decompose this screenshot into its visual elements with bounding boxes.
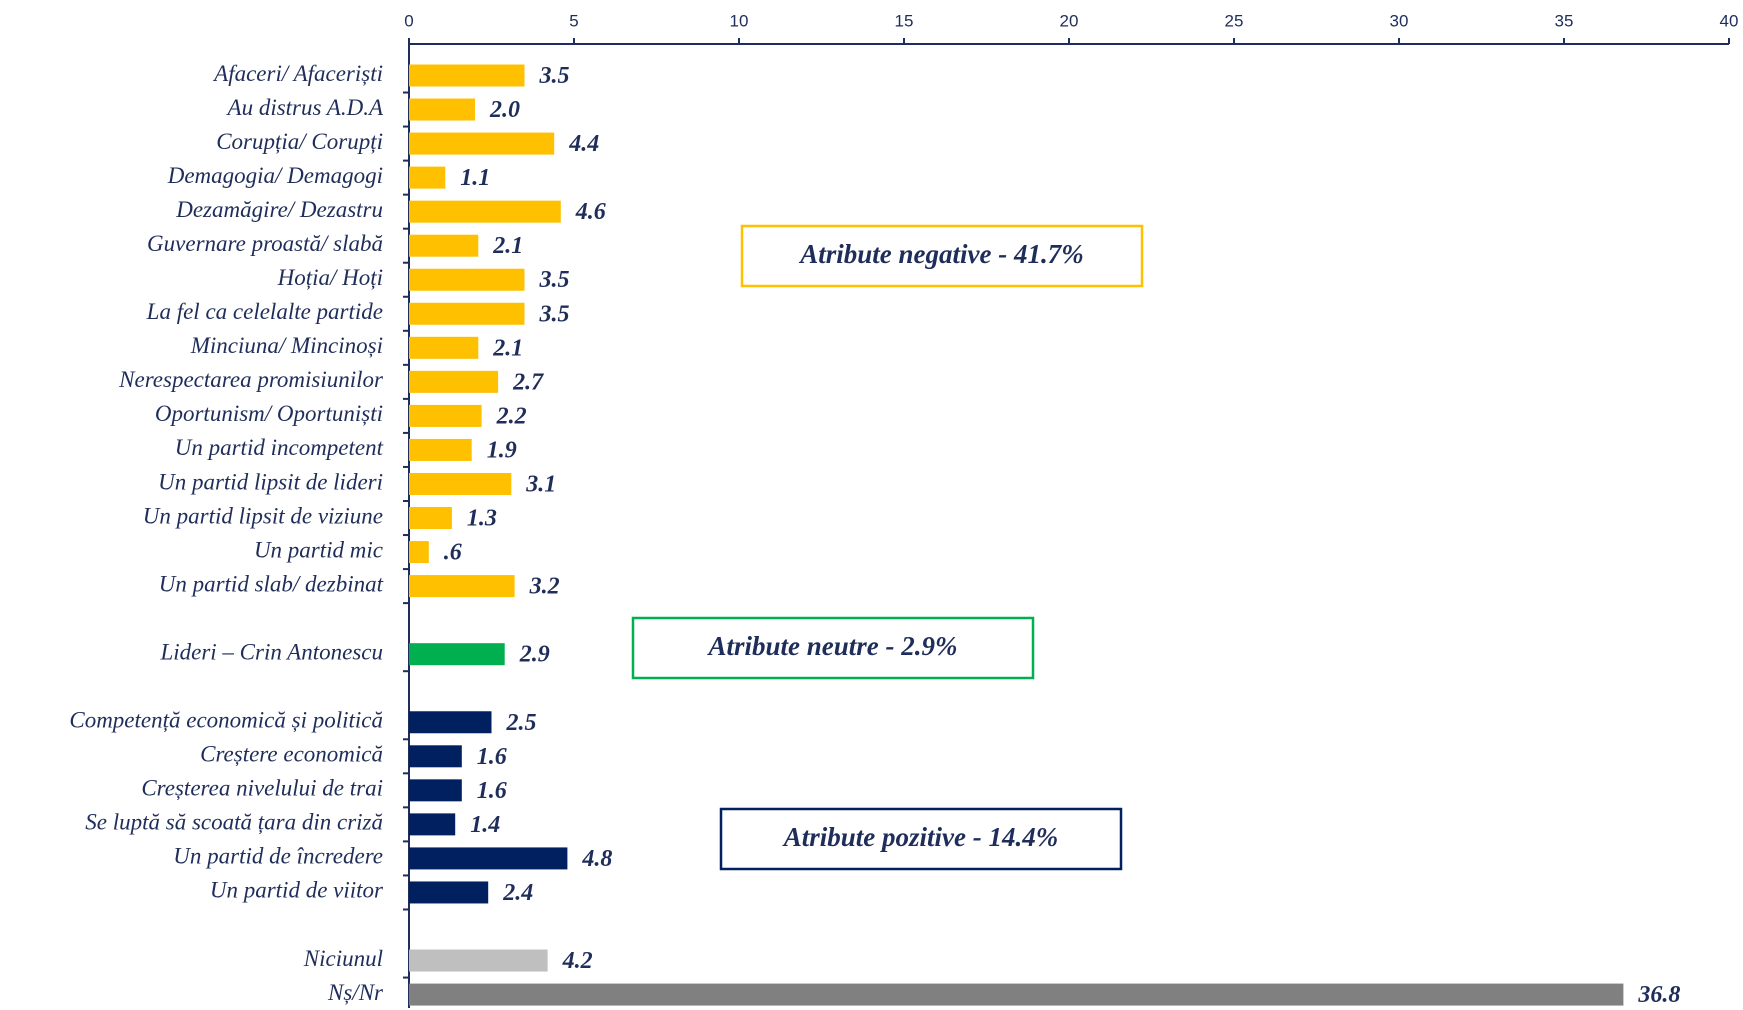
value-label: 1.9 — [487, 437, 517, 463]
annotation-box — [631, 616, 1035, 680]
category-label: Un partid lipsit de viziune — [143, 503, 383, 528]
bar — [409, 336, 479, 359]
category-label: Oportunism/ Oportuniști — [155, 401, 383, 426]
value-label: 1.4 — [470, 812, 500, 838]
bar — [409, 438, 472, 461]
value-label: 3.1 — [525, 471, 556, 497]
category-label: Minciuna/ Mincinoși — [190, 333, 383, 358]
category-label: Un partid lipsit de lideri — [158, 469, 383, 494]
value-label: 4.4 — [568, 131, 599, 157]
value-label: 2.9 — [519, 642, 550, 668]
bar — [409, 404, 482, 427]
category-label: Au distrus A.D.A — [226, 95, 384, 120]
value-label: 2.4 — [502, 880, 533, 906]
category-label: Demagogia/ Demagogi — [167, 163, 383, 188]
category-label: Creșterea nivelului de trai — [141, 776, 383, 801]
value-label: 4.8 — [581, 846, 612, 872]
value-label: 1.6 — [477, 744, 507, 770]
bar — [409, 200, 561, 223]
category-label: Un partid mic — [254, 537, 383, 562]
bar — [409, 507, 452, 530]
category-label: La fel ca celelalte partide — [146, 299, 383, 324]
bar — [409, 813, 456, 836]
value-label: 3.5 — [539, 63, 570, 89]
x-tick-label: 30 — [1390, 11, 1409, 30]
category-label: Lideri – Crin Antonescu — [159, 639, 383, 664]
bar — [409, 847, 568, 870]
bar — [409, 541, 429, 564]
x-tick-label: 25 — [1225, 11, 1244, 30]
value-label: 36.8 — [1637, 982, 1680, 1008]
category-label: Creștere economică — [200, 742, 383, 767]
annotation: Atribute negative - 41.7% — [798, 239, 1083, 269]
value-label: 1.1 — [460, 165, 490, 191]
x-tick-label: 20 — [1060, 11, 1079, 30]
category-label: Hoția/ Hoți — [277, 265, 383, 290]
value-label: 2.1 — [492, 233, 523, 259]
bar — [409, 745, 462, 768]
bar — [409, 575, 515, 598]
value-label: 3.2 — [529, 574, 560, 600]
annotation: Atribute neutre - 2.9% — [706, 631, 957, 661]
bar — [409, 268, 525, 291]
x-tick-label: 10 — [730, 11, 749, 30]
value-label: 4.2 — [562, 948, 593, 974]
value-label: 2.0 — [489, 97, 520, 123]
category-label: Nerespectarea promisiunilor — [118, 367, 384, 392]
value-label: 1.3 — [467, 506, 497, 532]
x-tick-label: 35 — [1555, 11, 1574, 30]
value-label: 2.5 — [506, 710, 537, 736]
value-label: 3.5 — [539, 301, 570, 327]
bar — [409, 132, 555, 155]
bar — [409, 302, 525, 325]
annotation-box — [740, 224, 1144, 288]
category-label: Un partid de încredere — [173, 844, 383, 869]
x-tick-label: 15 — [895, 11, 914, 30]
bar — [409, 370, 499, 393]
category-label: Un partid incompetent — [175, 435, 384, 460]
annotation: Atribute pozitive - 14.4% — [782, 822, 1058, 852]
category-label: Competență economică și politică — [69, 708, 383, 733]
annotation-box — [719, 807, 1123, 871]
category-label: Corupția/ Corupți — [216, 129, 383, 154]
x-tick-label: 40 — [1720, 11, 1739, 30]
x-tick-label: 0 — [404, 11, 413, 30]
category-label: Niciunul — [303, 946, 383, 971]
bar — [409, 779, 462, 802]
value-label: 2.7 — [512, 369, 544, 395]
category-label: Guvernare proastă/ slabă — [147, 231, 383, 256]
category-label: Un partid slab/ dezbinat — [159, 571, 384, 596]
category-label: Un partid de viitor — [210, 878, 384, 903]
category-label: Se luptă să scoată țara din criză — [85, 810, 383, 835]
bar — [409, 949, 548, 972]
value-label: 4.6 — [575, 199, 606, 225]
value-label: .6 — [444, 540, 462, 566]
x-tick-label: 5 — [569, 11, 578, 30]
bar — [409, 64, 525, 87]
bar — [409, 98, 475, 121]
category-label: Nș/Nr — [327, 980, 384, 1005]
bar — [409, 166, 446, 189]
category-label: Dezamăgire/ Dezastru — [175, 197, 383, 222]
value-label: 1.6 — [477, 778, 507, 804]
bar — [409, 643, 505, 666]
bar — [409, 711, 492, 734]
value-label: 2.1 — [492, 335, 523, 361]
value-label: 2.2 — [496, 403, 527, 429]
category-label: Afaceri/ Afaceriști — [212, 61, 383, 86]
value-label: 3.5 — [539, 267, 570, 293]
bar — [409, 983, 1624, 1006]
bar — [409, 881, 489, 904]
bar — [409, 234, 479, 257]
bar — [409, 472, 512, 495]
